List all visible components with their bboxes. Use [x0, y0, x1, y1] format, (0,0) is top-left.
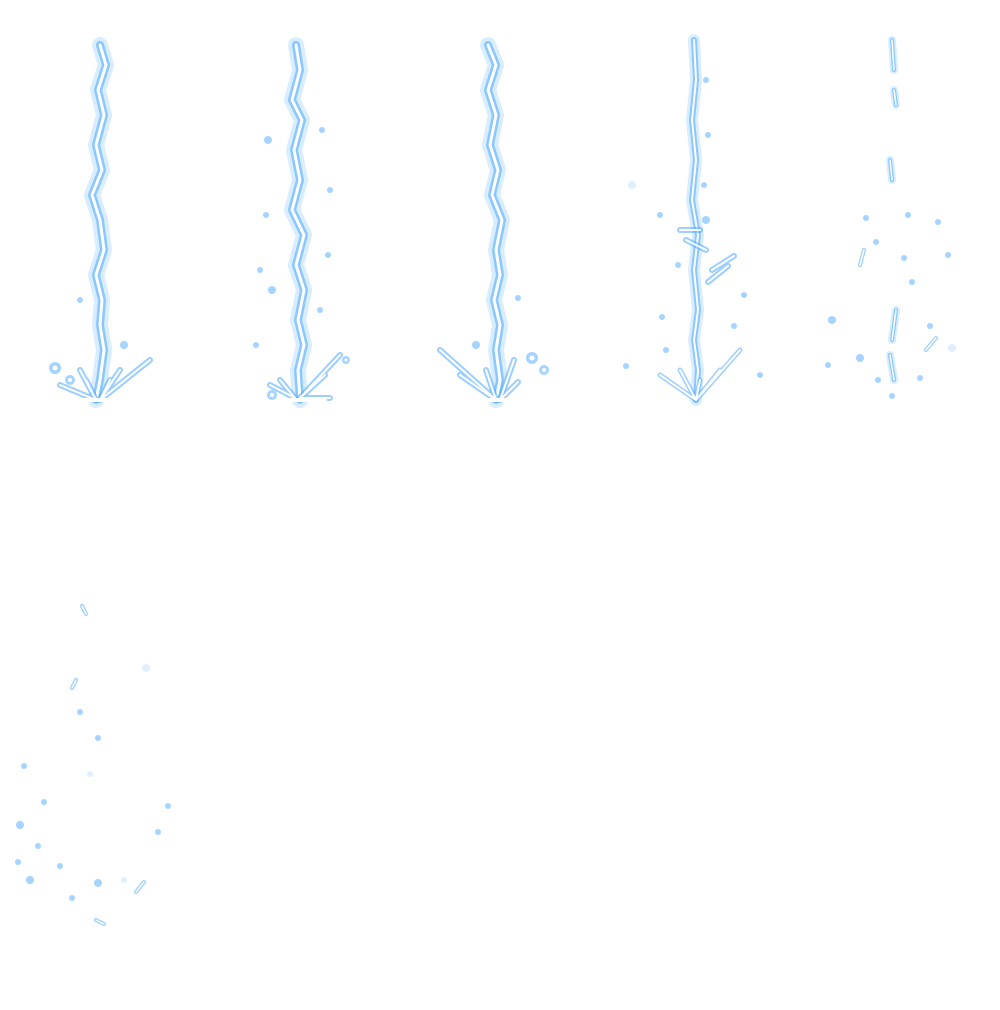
- spark-icon: [155, 829, 161, 835]
- spark-icon: [253, 342, 259, 348]
- spark-icon: [52, 365, 58, 371]
- spark-group: [623, 77, 763, 378]
- spark-icon: [917, 375, 923, 381]
- spark-icon: [325, 252, 331, 258]
- spark-icon: [905, 212, 911, 218]
- spark-icon: [705, 132, 711, 138]
- lightning-frame-1: [0, 20, 200, 450]
- lightning-frame-3: [400, 20, 600, 450]
- spark-icon: [701, 182, 707, 188]
- spark-icon: [703, 77, 709, 83]
- lightning-bolt-icon: [253, 37, 350, 408]
- spark-icon: [15, 859, 21, 865]
- spark-group: [49, 297, 128, 385]
- spark-icon: [77, 709, 83, 715]
- spark-icon: [873, 239, 879, 245]
- bolt-base-burst: [657, 347, 743, 403]
- spark-icon: [121, 877, 127, 883]
- spark-icon: [21, 763, 27, 769]
- lightning-bolt-icon: [825, 36, 956, 399]
- spark-icon: [142, 664, 150, 672]
- spark-icon: [702, 216, 710, 224]
- spark-icon: [165, 803, 171, 809]
- spark-icon: [909, 279, 915, 285]
- spark-icon: [663, 347, 669, 353]
- bolt-core: [486, 43, 504, 402]
- spark-icon: [35, 843, 41, 849]
- spark-icon: [57, 863, 63, 869]
- bolt-fragments: [677, 227, 737, 285]
- bolt-fragments: [858, 36, 938, 384]
- spark-icon: [472, 341, 480, 349]
- spark-icon: [757, 372, 763, 378]
- spark-icon: [263, 212, 269, 218]
- spark-icon: [945, 252, 951, 258]
- lightning-frame-5: [800, 20, 1000, 450]
- spark-icon: [529, 355, 535, 361]
- spark-icon: [317, 307, 323, 313]
- spark-icon: [344, 358, 348, 362]
- spark-icon: [825, 362, 831, 368]
- lightning-frame-2: [200, 20, 400, 450]
- spark-icon: [257, 267, 263, 273]
- spark-icon: [657, 212, 663, 218]
- spark-icon: [856, 354, 864, 362]
- spark-icon: [327, 187, 333, 193]
- bolt-core: [691, 39, 699, 401]
- spark-icon: [948, 344, 956, 352]
- spark-icon: [675, 262, 681, 268]
- lightning-bolt-icon: [623, 34, 763, 406]
- lightning-frame-4: [600, 20, 800, 450]
- spark-icon: [26, 876, 34, 884]
- spark-icon: [628, 181, 636, 189]
- spark-icon: [94, 879, 102, 887]
- spark-group: [15, 664, 171, 901]
- spark-icon: [270, 393, 274, 397]
- bolt-fragments: [70, 604, 146, 926]
- lightning-bolt-icon: [49, 37, 153, 408]
- spark-group: [472, 295, 549, 375]
- spark-icon: [659, 314, 665, 320]
- spark-icon: [68, 378, 72, 382]
- spark-group: [253, 127, 350, 400]
- spark-icon: [875, 377, 881, 383]
- bolt-base-burst: [437, 347, 522, 403]
- spark-icon: [264, 136, 272, 144]
- spark-icon: [889, 393, 895, 399]
- lightning-frame-6: [0, 580, 200, 1010]
- spark-icon: [542, 368, 546, 372]
- spark-icon: [901, 255, 907, 261]
- spark-icon: [69, 895, 75, 901]
- spark-icon: [41, 799, 47, 805]
- spark-icon: [95, 735, 101, 741]
- spark-icon: [319, 127, 325, 133]
- bolt-core: [290, 43, 306, 402]
- spark-icon: [16, 821, 24, 829]
- spark-icon: [741, 292, 747, 298]
- spark-group: [825, 212, 956, 399]
- spark-icon: [863, 215, 869, 221]
- spark-icon: [731, 323, 737, 329]
- spark-icon: [927, 323, 933, 329]
- spark-icon: [120, 341, 128, 349]
- spark-icon: [623, 363, 629, 369]
- spark-icon: [828, 316, 836, 324]
- spark-icon: [87, 771, 93, 777]
- bolt-core: [90, 43, 108, 402]
- lightning-bolt-icon: [15, 604, 171, 926]
- bolt-base-burst: [57, 357, 153, 403]
- spark-icon: [77, 297, 83, 303]
- spark-icon: [515, 295, 521, 301]
- bolt-base-burst: [267, 352, 343, 402]
- spark-icon: [935, 219, 941, 225]
- lightning-bolt-icon: [437, 37, 549, 408]
- spark-icon: [268, 286, 276, 294]
